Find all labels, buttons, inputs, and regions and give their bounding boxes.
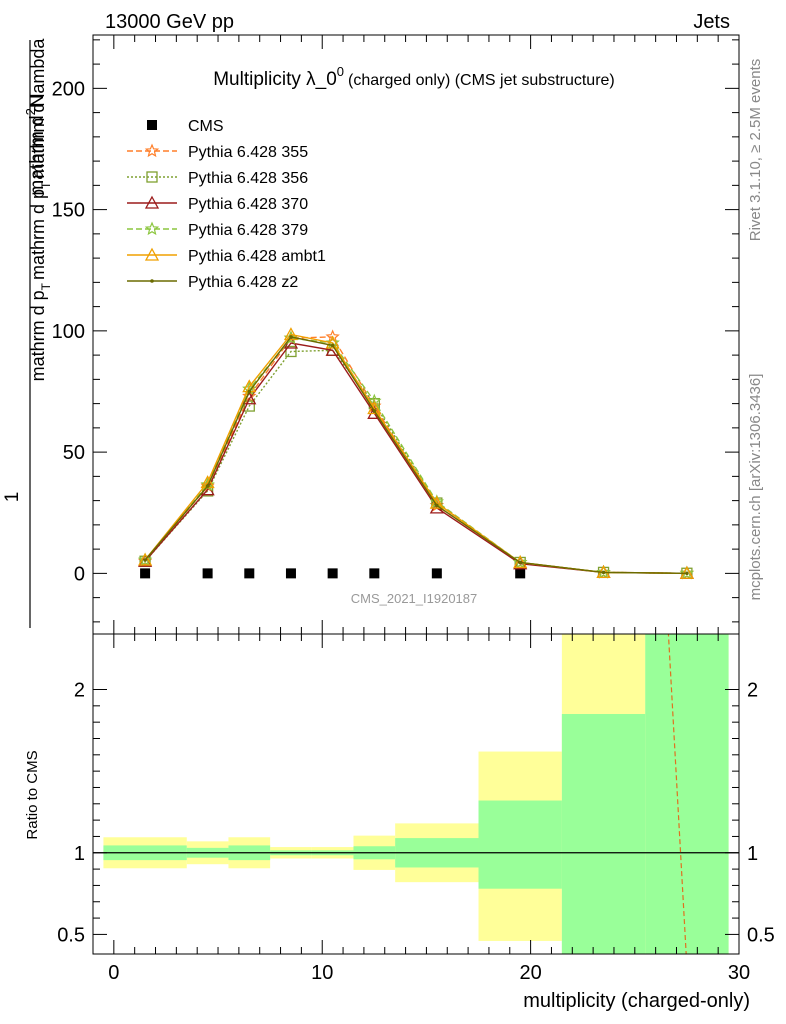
- series-5-point-6: [429, 495, 444, 509]
- ratio-frame: [92, 633, 740, 955]
- ratio-ytick-label-right-1: 1: [747, 843, 758, 865]
- series-1: [137, 329, 695, 580]
- ratio-band-inner-8: [561, 714, 646, 954]
- ratio-series-line: [667, 634, 687, 954]
- legend-marker-1: [144, 143, 160, 158]
- series-line-1: [144, 336, 687, 574]
- legend-label-0: CMS: [188, 118, 224, 135]
- legend: CMS Pythia 6.428 355 Pythia 6.428 356 Pythi…: [127, 118, 326, 291]
- series-6-point-2: [247, 389, 252, 394]
- series-4-point-9: [679, 565, 695, 580]
- series-line-5: [144, 333, 687, 574]
- main-ytick-label-1: 50: [63, 442, 85, 464]
- xtick-label-1: 10: [311, 962, 333, 984]
- series-6-point-9: [685, 571, 689, 576]
- series-line-3: [144, 342, 687, 574]
- series-0-point-6: [431, 568, 442, 579]
- series-0-point-3: [285, 568, 296, 579]
- y-label-one: 1: [2, 492, 23, 503]
- chart-title: Multiplicity λ_00 (charged only) (CMS jet…: [213, 64, 615, 90]
- series-5-point-3: [283, 327, 299, 341]
- series-6: [143, 335, 689, 576]
- ratio-y-label: Ratio to CMS: [24, 750, 41, 839]
- series-6-point-1: [205, 484, 210, 488]
- series-6-point-8: [601, 570, 606, 575]
- y-label-denominator-top: mathrm d pTmathrm d pTmathrm d lambda: [28, 38, 53, 382]
- series-2: [139, 344, 693, 579]
- series-5-point-0: [138, 552, 153, 566]
- legend-label-3: Pythia 6.428 370: [188, 196, 308, 213]
- chart-title-sup: 0: [337, 64, 344, 79]
- main-series: [137, 327, 695, 580]
- x-axis-label: multiplicity (charged-only): [523, 990, 750, 1012]
- legend-label-4: Pythia 6.428 379: [188, 222, 308, 239]
- main-ytick-label-2: 100: [52, 321, 85, 343]
- series-line-4: [144, 337, 687, 574]
- chart-title-main: Multiplicity λ_0: [213, 69, 337, 90]
- ratio-band-inner-7: [478, 800, 562, 889]
- series-6-point-5: [372, 409, 377, 413]
- main-ytick-label-3: 150: [52, 200, 85, 222]
- header-left: 13000 GeV pp: [105, 11, 234, 33]
- series-2-point-2: [243, 400, 255, 412]
- series-5-point-4: [325, 335, 340, 349]
- series-4: [137, 330, 695, 580]
- legend-marker-0: [147, 120, 157, 130]
- legend-label-1: Pythia 6.428 355: [188, 144, 308, 161]
- ratio-ytick-label-2: 2: [74, 680, 85, 702]
- legend-marker-6: [150, 279, 154, 283]
- xtick-label-0: 0: [108, 962, 119, 984]
- legend-marker-3: [144, 195, 160, 209]
- series-3: [138, 335, 694, 579]
- series-6-point-4: [330, 343, 335, 348]
- analysis-watermark: CMS_2021_I1920187: [351, 591, 478, 606]
- series-0-point-1: [202, 568, 213, 579]
- main-panel: 0 50 100 150 200: [52, 35, 740, 634]
- series-0-point-0: [140, 568, 151, 579]
- ratio-ytick-label-right-2: 2: [747, 680, 758, 702]
- xtick-label-2: 20: [519, 962, 541, 984]
- series-5-point-5: [367, 401, 382, 415]
- mcplots-label: mcplots.cern.ch [arXiv:1306.3436]: [747, 374, 764, 601]
- ratio-bands: [103, 634, 729, 954]
- series-6-point-0: [143, 558, 147, 562]
- ratio-ytick-label-1: 1: [74, 843, 85, 865]
- main-ytick-label-4: 200: [52, 78, 85, 100]
- series-4-point-0: [137, 552, 153, 567]
- series-1-point-4: [325, 329, 340, 344]
- series-line-2: [144, 349, 687, 574]
- legend-marker-5: [144, 247, 160, 261]
- chart-title-suffix: (charged only) (CMS jet substructure): [348, 72, 615, 89]
- series-6-point-3: [289, 335, 293, 339]
- ratio-ytick-label-0: 0.5: [57, 924, 85, 946]
- legend-label-2: Pythia 6.428 356: [188, 170, 308, 187]
- legend-label-5: Pythia 6.428 ambt1: [188, 248, 326, 265]
- series-2-point-3: [285, 345, 297, 358]
- series-6-point-6: [435, 503, 439, 508]
- ratio-band-inner-9: [645, 634, 729, 954]
- series-4-point-5: [367, 393, 382, 408]
- xtick-label-3: 30: [728, 962, 750, 984]
- ratio-panel: 0.5 0.51 12 20 10 20 30: [57, 634, 775, 984]
- series-6-point-7: [518, 560, 522, 565]
- y-axis-label-main: 1 mathrm d2N mathrm d pTmathrm d pTmathr…: [2, 38, 53, 628]
- rivet-label: Rivet 3.1.10, ≥ 2.5M events: [747, 59, 764, 242]
- legend-label-6: Pythia 6.428 z2: [188, 274, 298, 291]
- legend-marker-4: [144, 221, 160, 236]
- series-0: [140, 568, 526, 579]
- series-0-point-2: [244, 568, 255, 579]
- series-4-point-7: [513, 554, 528, 569]
- series-0-point-7: [515, 568, 526, 579]
- main-ytick-label-0: 0: [74, 563, 85, 585]
- series-4-point-8: [596, 564, 611, 579]
- series-0-point-4: [327, 568, 338, 579]
- series-5-point-7: [513, 555, 528, 569]
- series-0-point-5: [369, 568, 380, 579]
- header-right: Jets: [693, 11, 730, 33]
- ratio-ytick-label-right-0: 0.5: [747, 924, 775, 946]
- series-line-6: [144, 336, 687, 574]
- legend-marker-2: [146, 171, 158, 183]
